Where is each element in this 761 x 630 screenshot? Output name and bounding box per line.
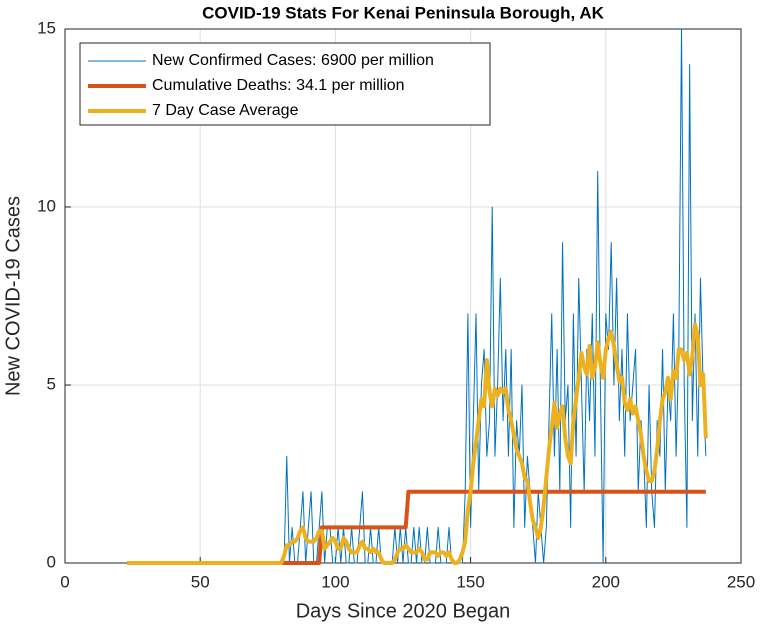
legend-label: 7 Day Case Average: [152, 102, 299, 119]
y-axis-label: New COVID-19 Cases: [2, 196, 24, 396]
x-axis-label: Days Since 2020 Began: [296, 600, 511, 622]
x-tick-label: 250: [727, 572, 755, 591]
x-tick-label: 150: [456, 572, 484, 591]
legend-label: Cumulative Deaths: 34.1 per million: [152, 77, 405, 94]
x-tick-label: 100: [321, 572, 349, 591]
legend-box: [79, 42, 491, 126]
legend-label: New Confirmed Cases: 6900 per million: [152, 52, 434, 69]
chart-title: COVID-19 Stats For Kenai Peninsula Borou…: [202, 3, 604, 22]
x-tick-label: 200: [592, 572, 620, 591]
x-tick-label: 50: [191, 572, 210, 591]
data-line: [127, 322, 708, 565]
y-tick-label: 10: [37, 196, 56, 215]
y-tick-label: 15: [37, 18, 56, 37]
legend: New Confirmed Cases: 6900 per million Cum…: [79, 42, 491, 126]
y-tick-label: 5: [47, 374, 56, 393]
y-tick-label: 0: [47, 552, 56, 571]
x-tick-label: 0: [60, 572, 69, 591]
